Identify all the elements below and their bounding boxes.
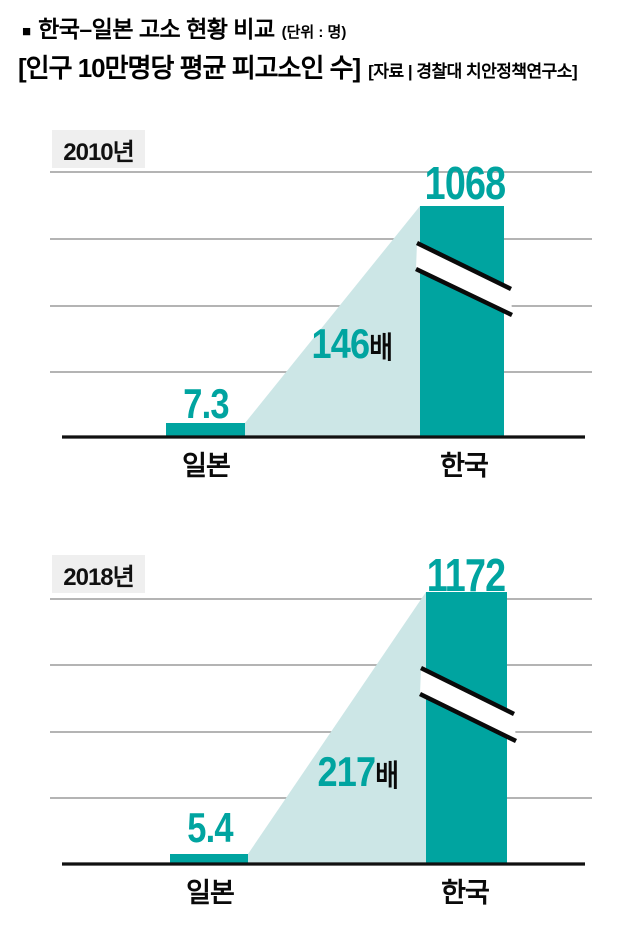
korea-value-label: 1068 — [424, 157, 506, 209]
japan-bar — [170, 854, 248, 864]
category-label-korea: 한국 — [440, 451, 489, 481]
year-badge: 2010년 — [52, 130, 145, 168]
axis-break-line — [416, 240, 512, 292]
axis-break-line — [419, 691, 517, 744]
year-badge-label: 2010년 — [63, 138, 134, 166]
ratio-number: 146 — [311, 320, 371, 367]
japan-value-label: 7.3 — [183, 380, 229, 427]
category-label-korea: 한국 — [441, 878, 490, 908]
axis-break-line — [420, 665, 515, 717]
unit-note: (단위 : 명) — [281, 24, 347, 41]
ratio-suffix: 배 — [375, 760, 399, 793]
axis-break-marks — [419, 665, 517, 744]
ratio-number: 217 — [317, 748, 377, 795]
korea-value-label: 1172 — [426, 549, 506, 601]
plot-svg-2010 — [50, 171, 592, 439]
japan-bar — [166, 423, 245, 437]
category-label-japan: 일본 — [182, 451, 231, 481]
title-bullet-square: ■ — [22, 23, 32, 40]
growth-triangle — [245, 206, 420, 437]
year-badge: 2018년 — [52, 555, 145, 593]
axis-break-line — [415, 266, 513, 318]
growth-triangle — [248, 592, 426, 864]
subtitle: [인구 10만명당 평균 피고소인 수] — [18, 53, 361, 83]
category-label-japan: 일본 — [186, 878, 235, 908]
ratio-label: 146배 — [312, 320, 393, 368]
plot-svg-2018 — [50, 592, 592, 866]
korea-bar — [420, 206, 504, 437]
chart-2010: 2010년 1068 7.3 146배 일본 한국 — [0, 130, 640, 481]
ratio-label: 217배 — [318, 748, 399, 796]
header-line-1: ■ 한국–일본 고소 현황 비교 (단위 : 명) — [22, 10, 346, 44]
source-note: [자료 | 경찰대 치안정책연구소] — [368, 62, 578, 81]
axis-break-band — [420, 668, 516, 741]
year-badge-label: 2018년 — [63, 563, 134, 591]
japan-value-label: 5.4 — [187, 804, 233, 851]
header-line-2: [인구 10만명당 평균 피고소인 수] [자료 | 경찰대 치안정책연구소] — [18, 48, 578, 85]
chart-2018: 2018년 1172 5.4 217배 일본 한국 — [0, 549, 640, 908]
ratio-suffix: 배 — [369, 332, 393, 365]
axis-break-band — [416, 243, 512, 315]
axis-break-marks — [415, 240, 513, 318]
page-title: 한국–일본 고소 현황 비교 — [38, 16, 275, 42]
